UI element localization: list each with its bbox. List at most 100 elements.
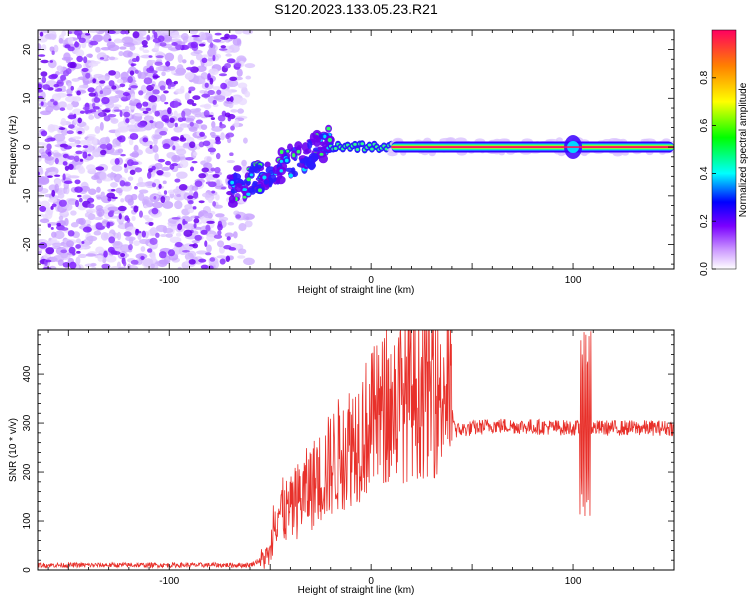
noise-blob bbox=[183, 223, 196, 230]
noise-blob bbox=[245, 75, 252, 80]
noise-blob bbox=[135, 102, 143, 109]
noise-blob bbox=[77, 117, 82, 124]
onset-core bbox=[360, 142, 365, 146]
noise-blob bbox=[224, 33, 230, 39]
noise-blob bbox=[179, 137, 187, 142]
colorbar-tick-label: 0.0 bbox=[699, 262, 710, 276]
noise-blob bbox=[132, 31, 140, 39]
noise-blob bbox=[77, 130, 83, 135]
noise-blob bbox=[182, 220, 188, 225]
onset-core bbox=[353, 142, 357, 146]
noise-blob bbox=[82, 151, 88, 159]
noise-blob bbox=[47, 124, 56, 133]
noise-blob bbox=[189, 59, 195, 65]
tone-halo bbox=[612, 151, 623, 157]
noise-blob bbox=[203, 212, 214, 219]
noise-blob bbox=[206, 220, 215, 224]
noise-blob bbox=[235, 214, 242, 219]
noise-blob bbox=[201, 57, 208, 63]
noise-blob bbox=[209, 257, 216, 262]
noise-blob bbox=[48, 74, 58, 80]
noise-blob bbox=[50, 226, 54, 230]
tone-halo bbox=[555, 137, 563, 143]
noise-blob bbox=[213, 234, 223, 239]
noise-blob bbox=[111, 85, 117, 90]
snr-xtick-label: 0 bbox=[368, 576, 374, 587]
noise-blob bbox=[76, 55, 84, 63]
noise-blob bbox=[191, 110, 202, 115]
noise-blob bbox=[211, 121, 216, 129]
noise-blob bbox=[58, 127, 66, 130]
noise-blob bbox=[153, 31, 158, 39]
noise-blob bbox=[244, 63, 256, 69]
noise-blob bbox=[137, 122, 147, 128]
noise-blob bbox=[39, 218, 50, 224]
noise-blob bbox=[228, 34, 238, 40]
noise-blob bbox=[103, 33, 112, 43]
noise-blob bbox=[145, 107, 152, 112]
noise-blob bbox=[164, 52, 175, 62]
noise-blob bbox=[214, 194, 220, 201]
noise-blob bbox=[117, 205, 127, 212]
noise-blob bbox=[209, 77, 214, 85]
noise-blob bbox=[191, 102, 197, 107]
noise-blob bbox=[226, 58, 236, 64]
onset-blob bbox=[317, 146, 324, 151]
noise-blob bbox=[123, 231, 132, 237]
noise-blob bbox=[212, 99, 217, 105]
noise-blob bbox=[192, 151, 198, 156]
noise-blob bbox=[51, 93, 62, 102]
noise-blob bbox=[124, 105, 130, 112]
noise-blob bbox=[161, 30, 174, 33]
noise-blob bbox=[233, 231, 238, 239]
noise-blob bbox=[171, 42, 178, 46]
noise-blob bbox=[75, 49, 85, 58]
noise-blob bbox=[110, 182, 118, 188]
noise-blob bbox=[150, 121, 157, 129]
noise-blob bbox=[99, 137, 111, 145]
noise-blob bbox=[63, 180, 73, 184]
noise-blob bbox=[56, 65, 63, 72]
onset-blob bbox=[254, 164, 262, 170]
noise-blob bbox=[122, 91, 130, 97]
noise-blob bbox=[158, 183, 162, 189]
noise-blob bbox=[205, 181, 213, 185]
noise-blob bbox=[201, 93, 211, 98]
noise-blob bbox=[171, 217, 181, 220]
onset-core bbox=[292, 153, 296, 158]
spectrogram-ytick-label: 10 bbox=[22, 92, 33, 104]
noise-blob bbox=[66, 156, 71, 159]
noise-blob bbox=[39, 110, 52, 116]
noise-blob bbox=[66, 130, 74, 135]
colorbar-tick-label: 0.2 bbox=[699, 214, 710, 228]
noise-blob bbox=[82, 226, 92, 233]
noise-blob bbox=[79, 158, 84, 162]
onset-core bbox=[326, 126, 331, 131]
noise-blob bbox=[148, 95, 158, 103]
noise-blob bbox=[75, 244, 81, 249]
noise-blob bbox=[208, 265, 214, 269]
noise-blob bbox=[140, 255, 145, 261]
colorbar: 0.0 0.2 0.4 0.6 0.8 Normalized spectral ampl… bbox=[699, 29, 749, 276]
noise-blob bbox=[119, 110, 123, 117]
noise-blob bbox=[161, 71, 166, 77]
colorbar-tick-label: 0.6 bbox=[699, 118, 710, 132]
noise-blob bbox=[175, 186, 180, 191]
noise-blob bbox=[142, 137, 149, 143]
noise-blob bbox=[120, 252, 126, 258]
noise-blob bbox=[109, 210, 115, 214]
noise-blob bbox=[51, 189, 56, 197]
noise-blob bbox=[134, 185, 138, 190]
noise-blob bbox=[87, 87, 95, 93]
onset-core bbox=[333, 147, 338, 151]
noise-blob bbox=[163, 118, 168, 122]
noise-blob bbox=[113, 109, 122, 112]
noise-blob bbox=[189, 121, 194, 127]
noise-blob bbox=[162, 36, 172, 42]
noise-blob bbox=[103, 250, 108, 258]
noise-blob bbox=[229, 96, 234, 103]
noise-blob bbox=[106, 143, 113, 151]
noise-blob bbox=[193, 223, 197, 229]
noise-blob bbox=[193, 191, 199, 199]
noise-blob bbox=[149, 65, 154, 72]
